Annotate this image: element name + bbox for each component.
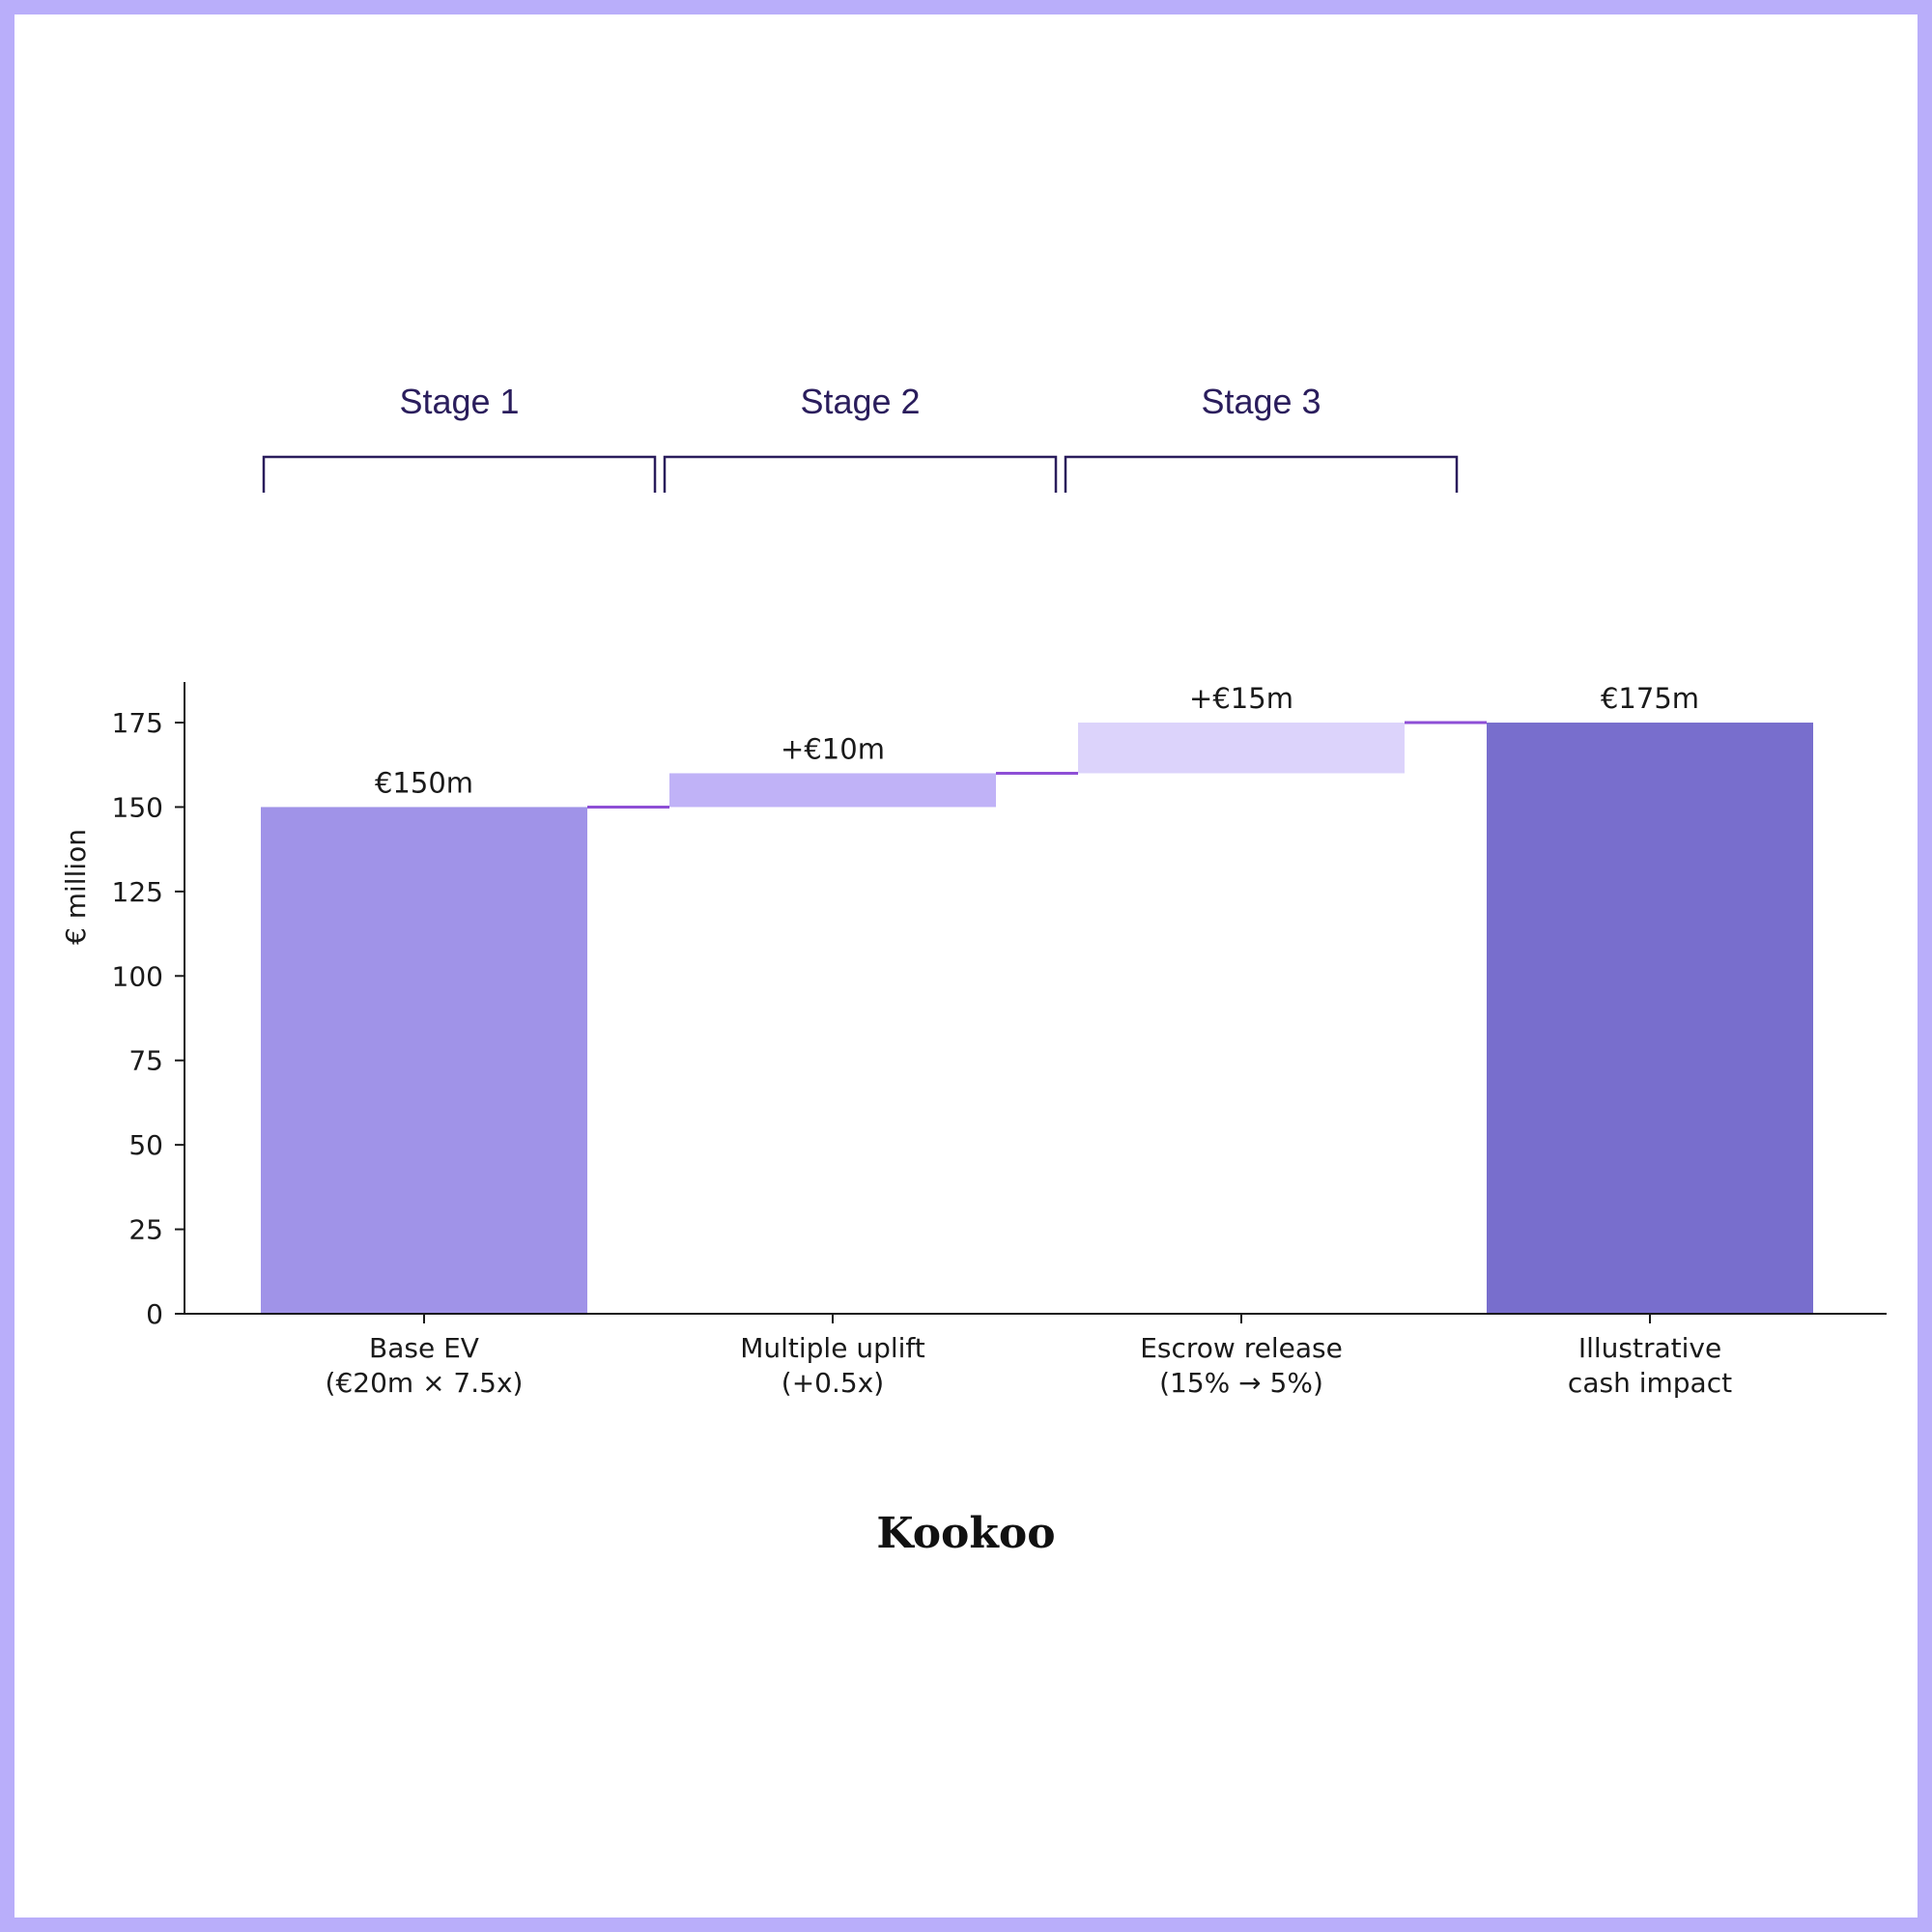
bar-2 — [669, 773, 996, 808]
x-tick-label-line: (15% → 5%) — [1159, 1367, 1323, 1399]
axis-layer: 0 25 50 75 100 125 150 175 Base EV (€20m × 7.5x) M… — [112, 682, 1887, 1399]
y-tick-label: 75 — [128, 1045, 163, 1077]
x-tick-label-line: Base EV — [369, 1332, 479, 1364]
stage-bracket-2 — [663, 455, 1058, 493]
stage-label-2: Stage 2 — [800, 382, 920, 421]
y-axis-label: € million — [60, 829, 92, 945]
stage-label-3: Stage 3 — [1201, 382, 1321, 421]
labels-layer: €150m +€10m +€15m €175m — [375, 682, 1699, 799]
x-tick-label-line: (+0.5x) — [781, 1367, 884, 1399]
value-label: €150m — [375, 766, 473, 799]
bar-4 — [1487, 723, 1813, 1314]
value-label: +€15m — [1189, 682, 1293, 715]
bar-3 — [1078, 723, 1405, 774]
y-tick-label: 125 — [112, 876, 163, 908]
bars-layer — [261, 721, 1813, 1314]
stage-label-1: Stage 1 — [399, 382, 519, 421]
value-label: €175m — [1601, 682, 1699, 715]
value-label: +€10m — [781, 732, 885, 765]
y-tick-label: 25 — [128, 1214, 163, 1246]
x-tick-label-line: Escrow release — [1140, 1332, 1343, 1364]
y-tick-label: 100 — [112, 960, 163, 992]
x-tick-label-line: Multiple uplift — [740, 1332, 925, 1364]
x-tick-label-line: Illustrative — [1578, 1332, 1721, 1364]
bar-1 — [261, 807, 587, 1314]
x-tick-label-line: (€20m × 7.5x) — [326, 1367, 524, 1399]
stage-bracket-1 — [262, 455, 657, 493]
stage-bracket-3 — [1064, 455, 1459, 493]
x-tick-label-line: cash impact — [1568, 1367, 1732, 1399]
x-tick-label: Multiple uplift (+0.5x) — [740, 1332, 925, 1399]
y-tick-label: 175 — [112, 707, 163, 739]
y-tick-label: 0 — [146, 1298, 163, 1330]
y-tick-label: 50 — [128, 1129, 163, 1161]
x-tick-label: Escrow release (15% → 5%) — [1140, 1332, 1343, 1399]
stage-layer: Stage 1 Stage 2 Stage 3 — [262, 382, 1459, 493]
brand-logo: Kookoo — [876, 1509, 1056, 1558]
y-tick-label: 150 — [112, 791, 163, 823]
x-tick-label: Illustrative cash impact — [1568, 1332, 1732, 1399]
x-tick-label: Base EV (€20m × 7.5x) — [326, 1332, 524, 1399]
